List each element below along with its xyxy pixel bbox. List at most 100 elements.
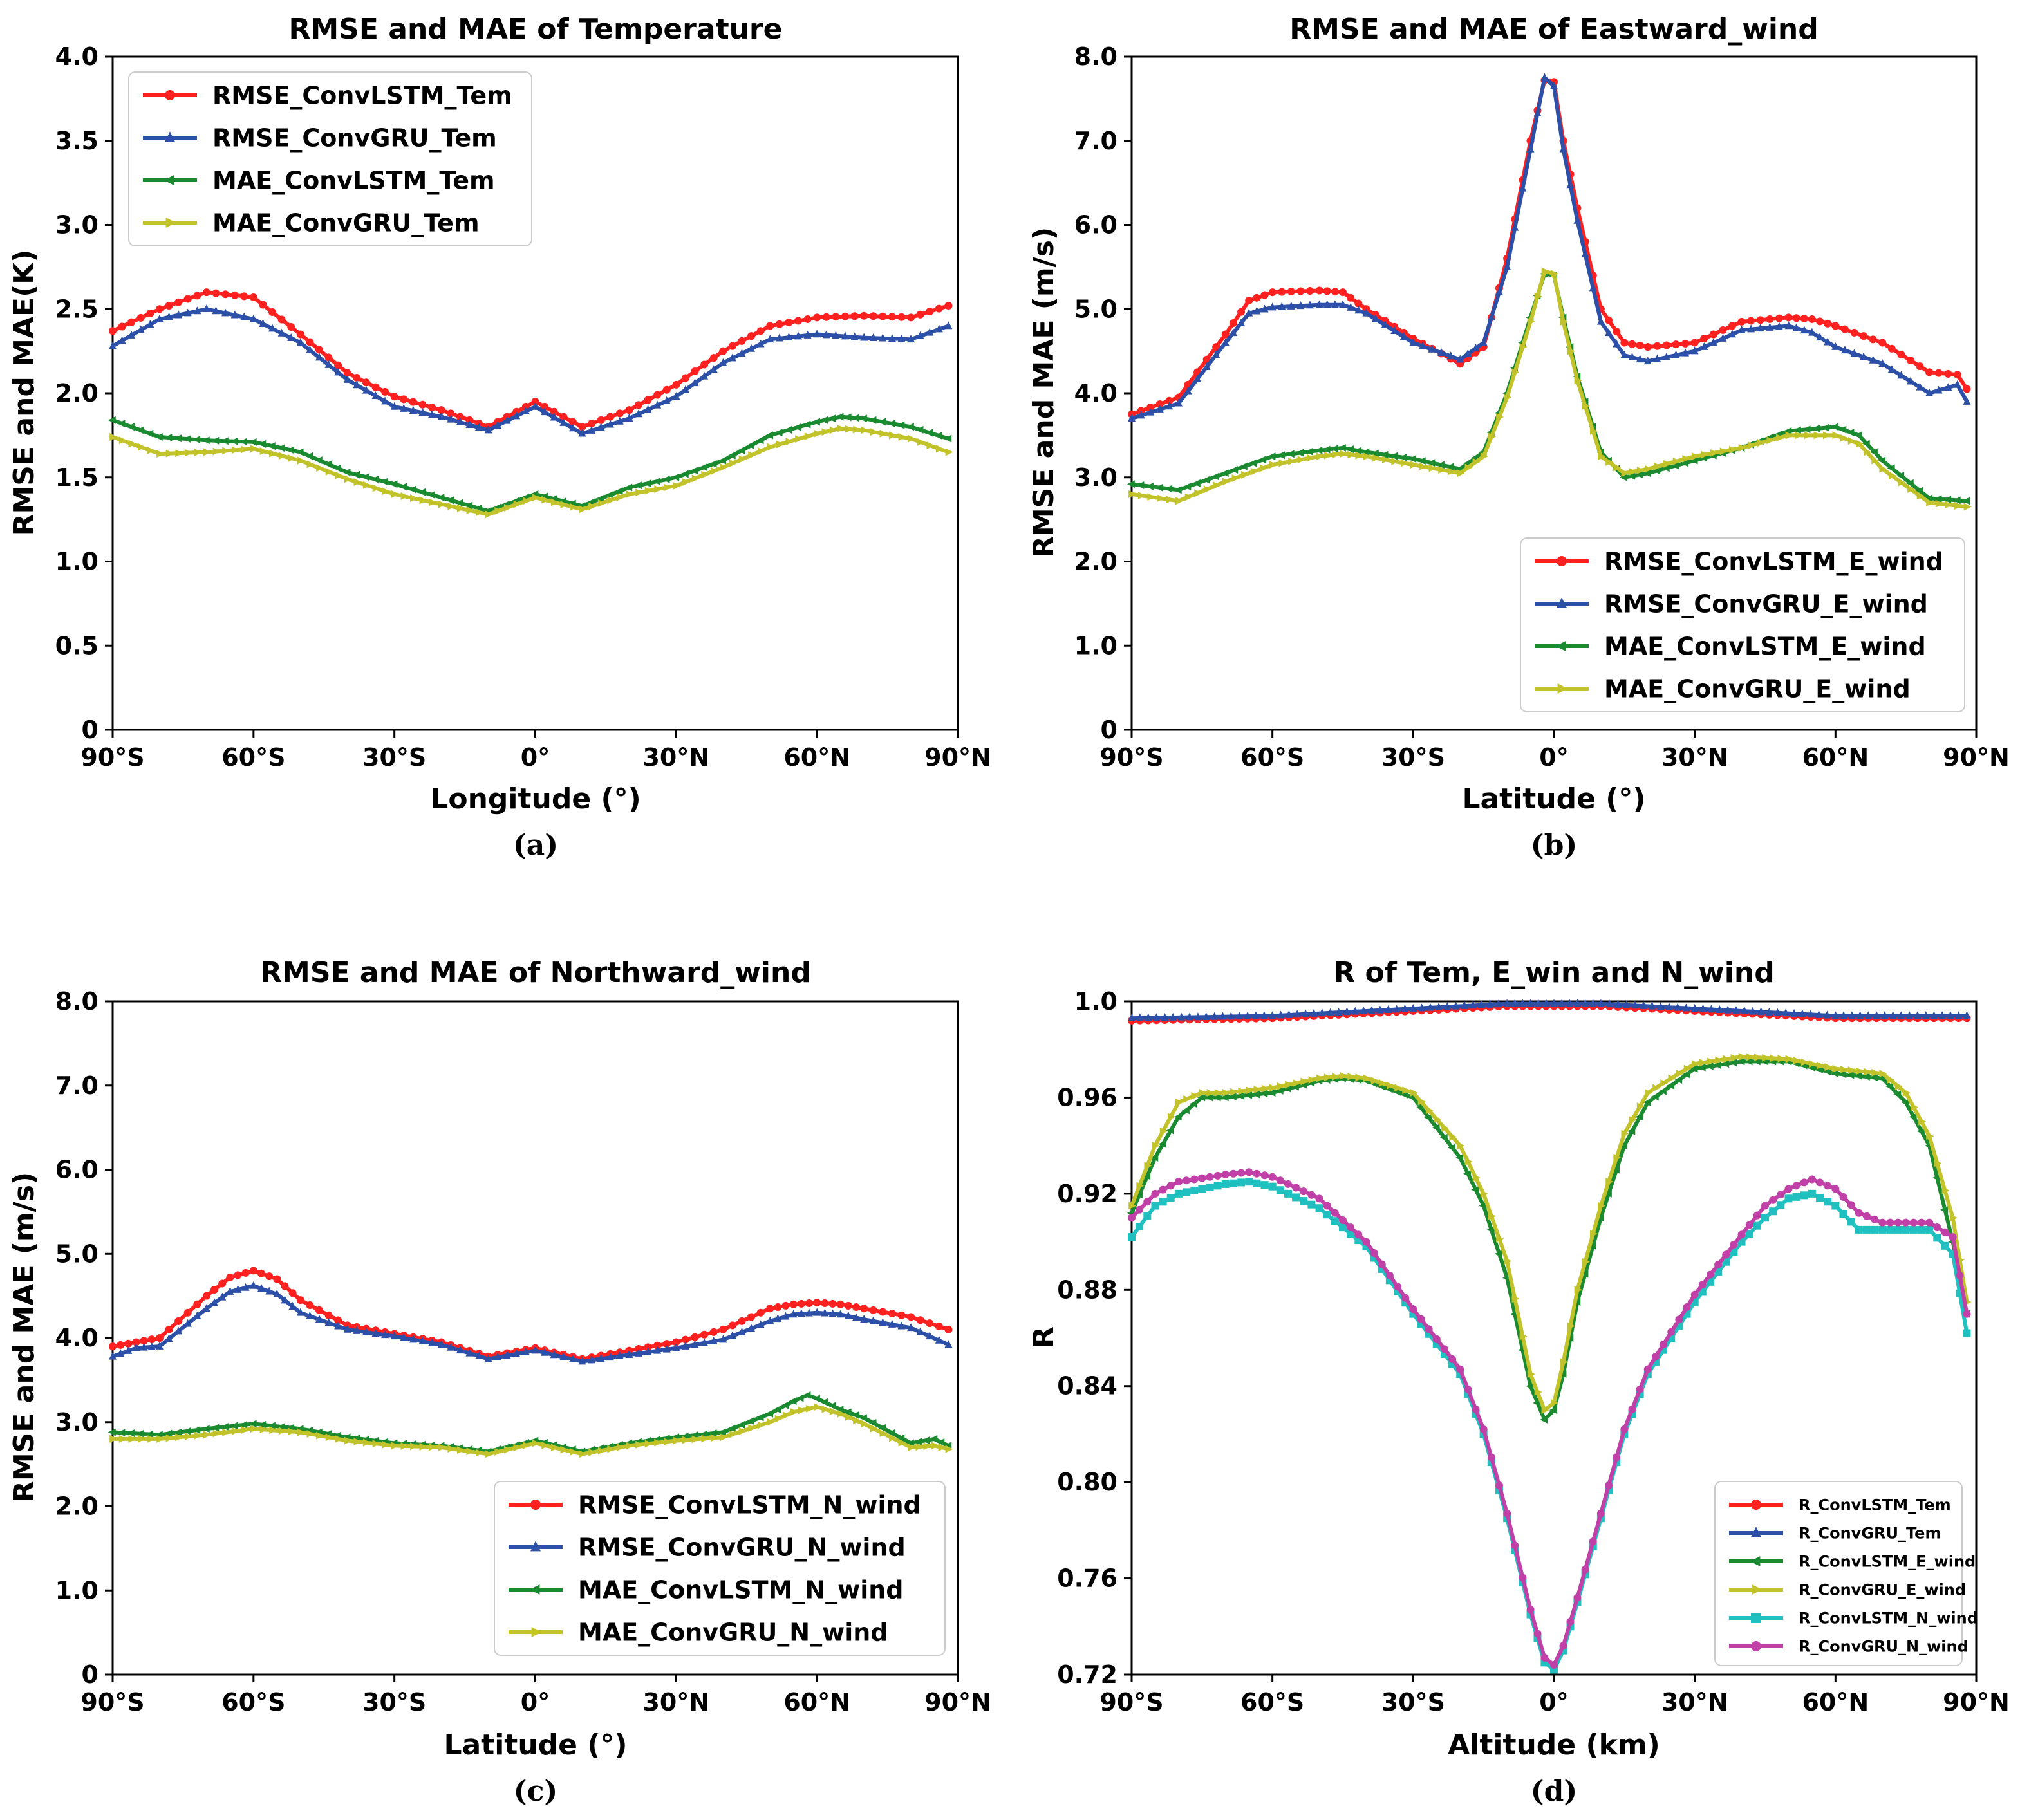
data-point	[1860, 332, 1868, 340]
data-point	[887, 420, 895, 428]
data-point	[570, 1448, 578, 1456]
data-point	[1511, 1541, 1519, 1550]
data-point	[690, 467, 698, 475]
y-tick-label: 0.96	[1057, 1083, 1118, 1111]
data-point	[1472, 344, 1480, 352]
legend-box	[128, 71, 532, 246]
data-point	[1925, 1225, 1934, 1234]
data-point	[1309, 1008, 1318, 1017]
data-point	[1893, 1090, 1902, 1099]
data-point	[1773, 1008, 1782, 1016]
data-point	[1550, 81, 1558, 89]
data-point	[1941, 1186, 1950, 1194]
data-point	[117, 1349, 125, 1357]
legend-item: MAE_ConvLSTM_Tem	[143, 167, 495, 195]
data-point	[701, 1435, 709, 1443]
data-point	[1621, 1129, 1629, 1138]
data-point	[240, 312, 248, 320]
data-point	[773, 1406, 781, 1414]
legend-label: RMSE_ConvLSTM_Tem	[212, 82, 512, 110]
panel-a: RMSE and MAE of Temperature Longitude (°…	[8, 13, 991, 862]
data-point	[1886, 1218, 1894, 1227]
data-point	[841, 331, 849, 340]
data-point	[1339, 1216, 1347, 1224]
data-point	[1370, 449, 1379, 458]
data-point	[625, 414, 633, 422]
data-point	[1503, 999, 1511, 1007]
data-point	[1287, 301, 1295, 310]
data-point	[390, 402, 398, 410]
data-point	[945, 1445, 953, 1453]
data-point	[1896, 472, 1905, 480]
data-point	[1605, 316, 1613, 324]
data-point	[1770, 1054, 1778, 1063]
data-point	[945, 448, 953, 456]
data-point	[829, 1407, 837, 1416]
data-point	[1296, 301, 1305, 310]
data-point	[1809, 1060, 1817, 1068]
data-point	[1330, 445, 1338, 453]
data-point	[109, 1351, 117, 1360]
data-point	[1305, 287, 1314, 295]
data-point	[1292, 1193, 1300, 1202]
data-point	[512, 411, 521, 420]
data-point	[1315, 286, 1323, 295]
data-point	[782, 1411, 790, 1420]
data-point	[888, 313, 896, 321]
data-point	[124, 1339, 133, 1348]
data-point	[1260, 464, 1268, 472]
y-tick-label: 0.88	[1057, 1276, 1118, 1304]
data-point	[1656, 1002, 1665, 1010]
data-point	[1193, 1012, 1202, 1021]
data-point	[1300, 1187, 1308, 1196]
data-point	[1212, 350, 1220, 358]
data-point	[281, 1282, 289, 1290]
data-point	[429, 1443, 437, 1451]
data-point	[869, 1316, 877, 1324]
data-point	[1146, 404, 1155, 412]
data-point	[1355, 1073, 1363, 1082]
data-point	[136, 325, 145, 333]
data-point	[220, 437, 229, 445]
data-point	[765, 431, 774, 440]
data-point	[861, 426, 869, 434]
data-point	[173, 434, 182, 443]
data-point	[654, 485, 662, 494]
data-point	[1831, 1185, 1840, 1193]
data-point	[915, 425, 924, 434]
data-point	[1653, 354, 1661, 362]
data-point	[249, 293, 257, 301]
data-point	[1436, 461, 1445, 469]
data-point	[1864, 448, 1872, 456]
data-point	[1186, 1012, 1194, 1021]
data-point	[485, 510, 493, 519]
data-point	[1795, 431, 1803, 440]
data-point	[1723, 1055, 1731, 1063]
data-point	[146, 320, 154, 328]
y-tick-label: 7.0	[1074, 127, 1118, 155]
y-tick-label: 0.92	[1057, 1180, 1118, 1208]
legend-item: MAE_ConvGRU_N_wind	[509, 1619, 888, 1647]
data-point	[606, 420, 615, 428]
data-point	[747, 332, 756, 340]
data-point	[1158, 1140, 1166, 1148]
data-point	[1439, 1133, 1448, 1142]
data-point	[202, 1292, 210, 1300]
data-point	[1887, 464, 1895, 472]
data-point	[1916, 362, 1924, 371]
data-point	[1164, 485, 1173, 493]
data-point	[1674, 1076, 1683, 1084]
data-point	[1898, 478, 1906, 487]
data-point	[1277, 1082, 1286, 1090]
data-point	[1276, 1176, 1284, 1185]
data-point	[220, 1423, 229, 1431]
data-point	[240, 292, 248, 301]
data-point	[531, 1346, 539, 1354]
data-point	[691, 1333, 699, 1341]
data-point	[559, 413, 568, 421]
data-point	[1869, 355, 1877, 364]
data-point	[371, 475, 379, 483]
data-point	[1775, 322, 1783, 330]
data-point	[635, 1440, 644, 1449]
data-point	[418, 1337, 427, 1345]
